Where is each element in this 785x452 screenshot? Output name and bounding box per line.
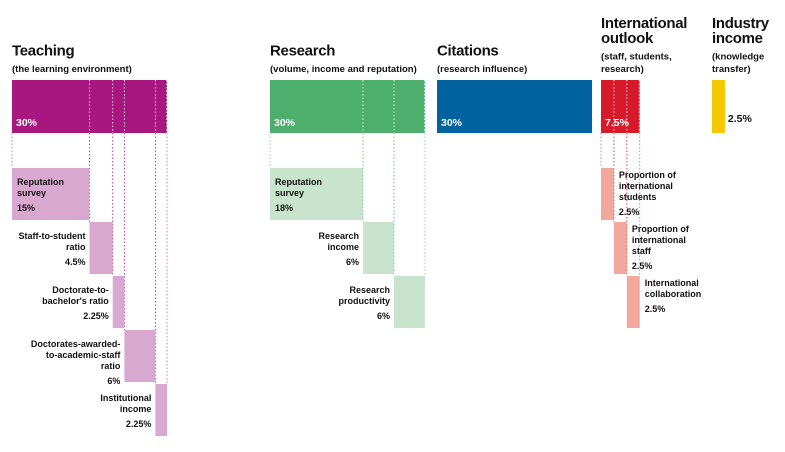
pillar-title: Research [270, 43, 335, 60]
component-weight: 6% [107, 376, 120, 386]
component-bar [394, 276, 425, 328]
component-label: international [619, 181, 673, 191]
component-label: international [632, 235, 686, 245]
component-weight: 18% [275, 203, 293, 213]
component-weight: 2.5% [619, 207, 640, 217]
pillar-bar [601, 80, 640, 133]
component-label: Institutional [100, 393, 151, 403]
component-label: bachelor's ratio [42, 296, 109, 306]
pillar-bar [437, 80, 592, 133]
pillar-title: Teaching [12, 43, 74, 60]
component-bar [270, 168, 363, 220]
component-label: Research [349, 285, 390, 295]
pillar-bar [12, 80, 167, 133]
pillar-weight: 7.5% [605, 117, 630, 129]
pillar-title: Industry [712, 15, 770, 32]
component-bar [601, 168, 614, 220]
component-weight: 4.5% [65, 257, 86, 267]
component-weight: 2.25% [126, 419, 152, 429]
pillar-title: income [712, 30, 763, 47]
component-label: Staff-to-student [19, 231, 86, 241]
component-weight: 2.5% [645, 304, 666, 314]
pillar-subtitle: (volume, income and reputation) [270, 64, 417, 75]
pillar-subtitle: research) [601, 64, 644, 75]
component-label: income [327, 242, 359, 252]
component-label: students [619, 192, 657, 202]
pillar-subtitle: transfer) [712, 64, 751, 75]
pillar-title: Citations [437, 43, 498, 60]
component-label: productivity [338, 296, 390, 306]
component-weight: 2.5% [632, 261, 653, 271]
pillar-weight: 30% [441, 117, 463, 129]
component-bar [112, 276, 125, 328]
component-bar [626, 276, 640, 328]
component-label: Doctorates-awarded- [31, 339, 121, 349]
component-label: ratio [66, 242, 86, 252]
component-label: ratio [101, 361, 121, 371]
pillar-bar [270, 80, 425, 133]
component-bar [124, 330, 156, 382]
pillar-bar [712, 80, 725, 133]
pillar-weight: 30% [274, 117, 296, 129]
component-label: survey [17, 188, 46, 198]
pillar-subtitle: (knowledge [712, 52, 764, 63]
pillar-title: International [601, 15, 687, 32]
component-label: Doctorate-to- [52, 285, 109, 295]
component-bar [155, 384, 167, 436]
component-label: to-academic-staff [46, 350, 122, 360]
component-bar [613, 222, 627, 274]
component-bar [12, 168, 90, 220]
component-weight: 2.25% [83, 311, 109, 321]
component-label: Reputation [17, 177, 64, 187]
component-label: staff [632, 246, 652, 256]
component-label: survey [275, 188, 304, 198]
component-label: income [120, 404, 152, 414]
component-label: collaboration [645, 289, 702, 299]
component-bar [363, 222, 394, 274]
pillar-weight: 30% [16, 117, 38, 129]
component-label: Proportion of [619, 170, 677, 180]
component-label: Research [318, 231, 359, 241]
component-weight: 6% [377, 311, 390, 321]
pillar-title: outlook [601, 30, 654, 47]
component-label: Proportion of [632, 224, 690, 234]
pillar-subtitle: (staff, students, [601, 52, 672, 63]
component-label: Reputation [275, 177, 322, 187]
component-weight: 15% [17, 203, 35, 213]
pillar-subtitle: (research influence) [437, 64, 527, 75]
pillar-subtitle: (the learning environment) [12, 64, 132, 75]
component-bar [89, 222, 113, 274]
component-label: International [645, 278, 699, 288]
component-weight: 6% [346, 257, 359, 267]
pillar-weight: 2.5% [728, 113, 753, 125]
